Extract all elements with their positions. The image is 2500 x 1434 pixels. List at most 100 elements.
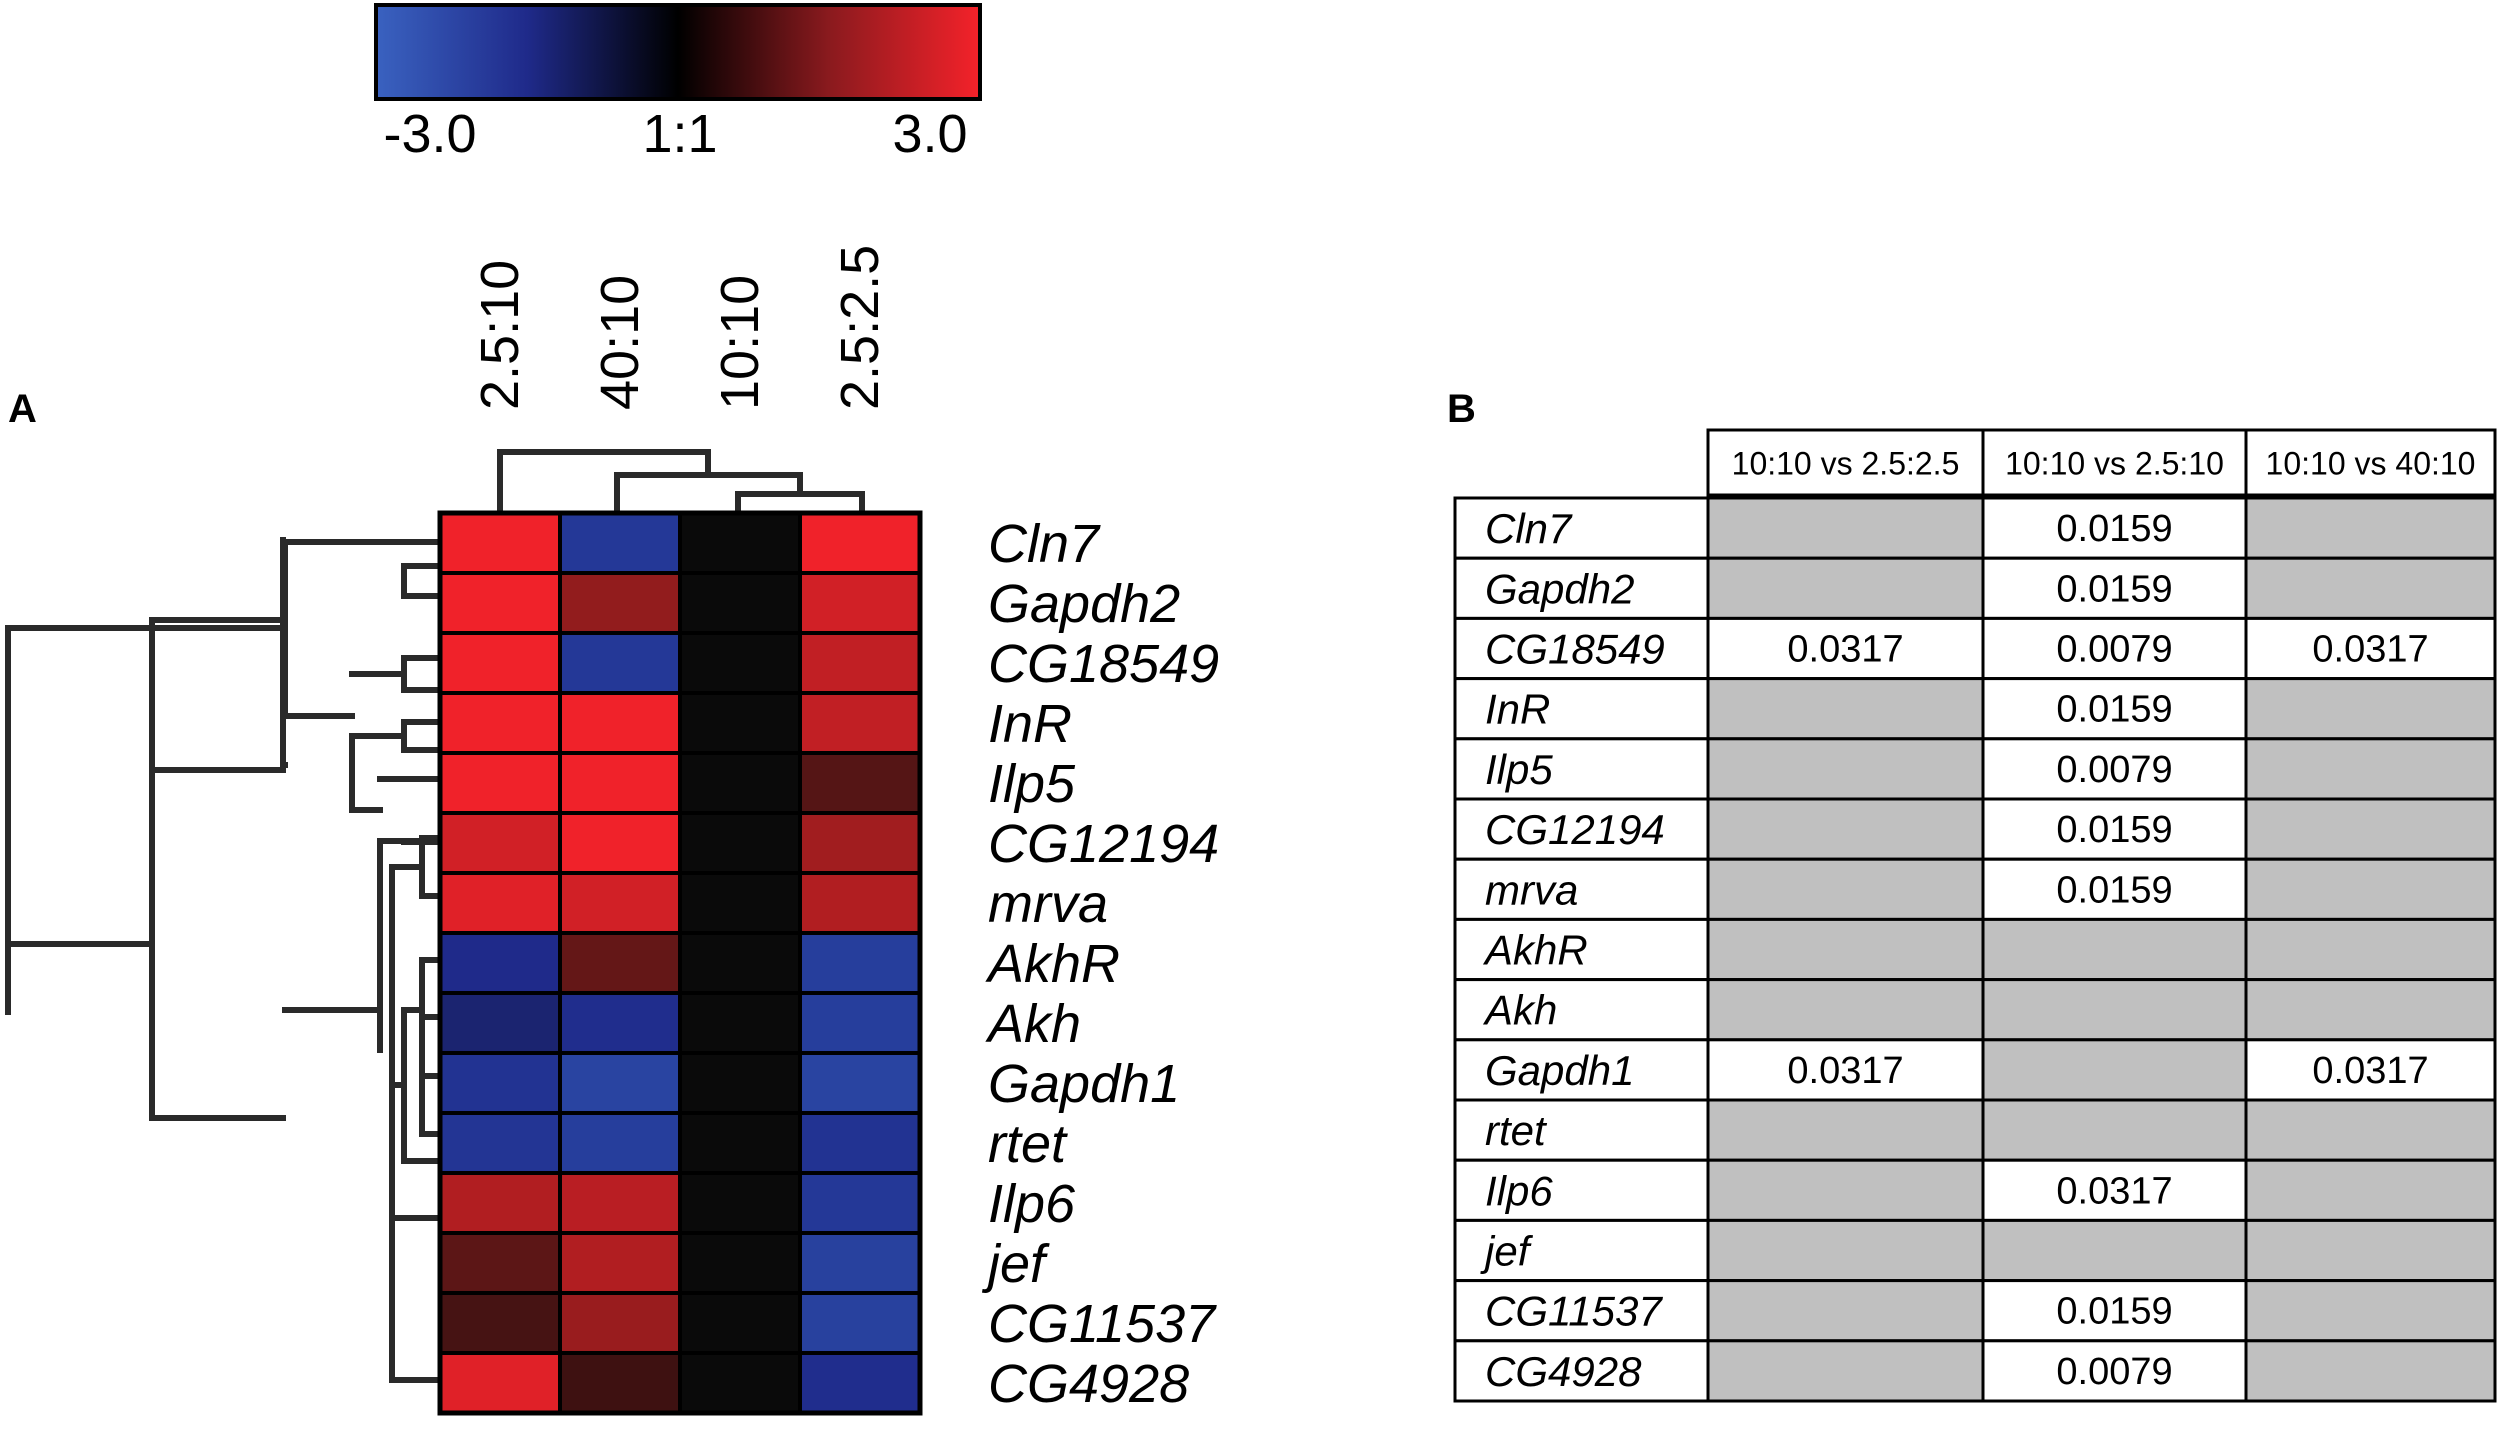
heatmap-cell xyxy=(798,1231,922,1295)
table-p-value: 0.0159 xyxy=(2056,869,2172,911)
heatmap-cell xyxy=(798,1051,922,1115)
heatmap-cell xyxy=(798,751,922,815)
heatmap-row-label: CG12194 xyxy=(988,814,1219,874)
heatmap-cell xyxy=(678,691,802,755)
table-value-cell xyxy=(1706,737,1985,801)
table-value-cell xyxy=(1981,1098,2248,1162)
dendrogram-branch xyxy=(401,719,446,753)
dendrogram-branch xyxy=(401,655,446,693)
table-header-cell xyxy=(1706,428,1985,497)
dendrogram-branch xyxy=(497,449,711,515)
dendrogram-branch xyxy=(349,733,407,813)
table-gene-label: Akh xyxy=(1482,987,1557,1034)
heatmap-cell xyxy=(558,931,682,995)
table-value-cell xyxy=(1706,556,1985,620)
panel-a-label: A xyxy=(8,387,37,431)
table-gene-label: Ilp6 xyxy=(1485,1167,1553,1214)
table-value-cell xyxy=(1706,978,1985,1042)
table-gene-label: CG12194 xyxy=(1485,806,1665,853)
color-scale-bar xyxy=(374,3,982,101)
table-value-cell xyxy=(1706,496,1985,560)
heatmap-cell xyxy=(798,931,922,995)
table-gene-cell xyxy=(1453,1098,1710,1162)
heatmap-cell xyxy=(678,811,802,875)
heatmap-cell xyxy=(558,811,682,875)
heatmap-cell xyxy=(438,1111,562,1175)
table-p-value: 0.0079 xyxy=(2056,749,2172,791)
table-p-value: 0.0317 xyxy=(2312,1050,2428,1092)
table-value-cell xyxy=(1706,917,1985,982)
table-value-cell xyxy=(1981,797,2248,861)
table-gene-label: AkhR xyxy=(1482,927,1588,974)
heatmap-grid xyxy=(438,511,922,1415)
dendrogram-branch xyxy=(5,941,155,1015)
table-value-cell xyxy=(2244,737,2497,801)
table-p-value: 0.0159 xyxy=(2056,809,2172,851)
heatmap-cell xyxy=(558,631,682,695)
heatmap-cell xyxy=(438,1051,562,1115)
dendrogram-branch xyxy=(389,1215,446,1343)
heatmap-cell xyxy=(558,1051,682,1115)
heatmap-cell xyxy=(438,751,562,815)
heatmap-cell xyxy=(558,1231,682,1295)
table-gene-label: CG11537 xyxy=(1485,1288,1663,1335)
heatmap-cell xyxy=(558,751,682,815)
heatmap-row-label: mrva xyxy=(988,874,1108,934)
heatmap-cell xyxy=(558,1351,682,1415)
table-p-value: 0.0317 xyxy=(2312,629,2428,671)
dendrogram-branch xyxy=(419,957,446,1064)
heatmap-cell xyxy=(678,871,802,935)
heatmap-cell xyxy=(798,991,922,1055)
heatmap-column-labels: 2.5:10 40:10 10:10 2.5:2.5 xyxy=(470,245,890,410)
table-value-cell xyxy=(1706,1339,1985,1403)
table-gene-label: CG18549 xyxy=(1485,626,1665,673)
table-p-value: 0.0317 xyxy=(1787,1050,1903,1092)
heatmap-cell xyxy=(798,1171,922,1235)
heatmap-cell xyxy=(678,511,802,575)
heatmap-cell xyxy=(438,811,562,875)
dendrogram-branch xyxy=(401,563,446,599)
color-scale: -3.0 1:1 3.0 xyxy=(374,3,982,164)
heatmap-row-label: InR xyxy=(988,694,1072,754)
table-gene-label: Ilp5 xyxy=(1485,746,1553,793)
heatmap-cell xyxy=(558,871,682,935)
heatmap-cell xyxy=(798,571,922,635)
table-value-cell xyxy=(2244,797,2497,861)
table-value-cell xyxy=(1981,737,2248,801)
table-gene-label: Gapdh2 xyxy=(1485,565,1634,612)
table-value-cell xyxy=(2244,556,2497,620)
heatmap-row-label: rtet xyxy=(988,1114,1068,1174)
table-value-cell xyxy=(1981,556,2248,620)
table-gene-label: InR xyxy=(1485,686,1550,733)
heatmap-column-label: 2.5:10 xyxy=(470,260,530,410)
table-value-cell xyxy=(2244,496,2497,560)
table-value-cell xyxy=(1706,797,1985,861)
table-value-cell xyxy=(1981,1038,2248,1102)
heatmap-cell xyxy=(678,1171,802,1235)
heatmap-cell xyxy=(438,511,562,575)
table-header-cell xyxy=(1981,428,2248,497)
table-gene-cell xyxy=(1453,857,1710,921)
table-p-value: 0.0159 xyxy=(2056,568,2172,610)
table-header-label: 10:10 vs 40:10 xyxy=(2266,446,2476,482)
table-p-value: 0.0159 xyxy=(2056,689,2172,731)
table-gene-label: Cln7 xyxy=(1485,505,1573,552)
heatmap-cell xyxy=(798,871,922,935)
table-gene-label: rtet xyxy=(1485,1107,1548,1154)
table-p-value: 0.0159 xyxy=(2056,508,2172,550)
heatmap-cell xyxy=(678,751,802,815)
table-header-label: 10:10 vs 2.5:2.5 xyxy=(1732,446,1960,482)
heatmap-cell xyxy=(678,1351,802,1415)
heatmap-row-label: Ilp6 xyxy=(988,1174,1076,1234)
heatmap-row-label: Akh xyxy=(985,994,1081,1054)
heatmap-cell xyxy=(678,991,802,1055)
table-value-cell xyxy=(2244,1279,2497,1343)
heatmap-row-label: Ilp5 xyxy=(988,754,1076,814)
heatmap-cell xyxy=(438,991,562,1055)
table-value-cell xyxy=(2244,616,2497,681)
heatmap-cell xyxy=(798,1351,922,1415)
heatmap-cell xyxy=(678,1231,802,1295)
table-value-cell xyxy=(1981,616,2248,681)
heatmap-row-label: CG11537 xyxy=(988,1294,1217,1354)
heatmap-cell xyxy=(438,871,562,935)
